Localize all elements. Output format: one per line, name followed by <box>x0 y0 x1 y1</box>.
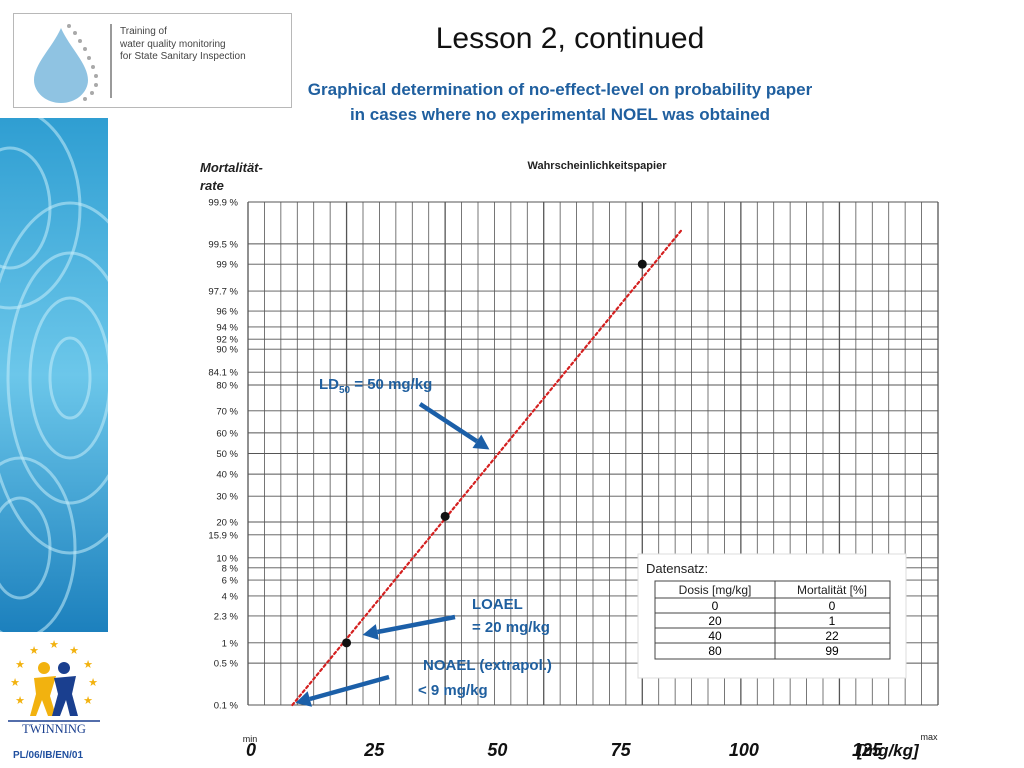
y-tick-label: 8 % <box>222 563 239 574</box>
y-tick-label: 90 % <box>216 345 238 356</box>
annotation-arrows <box>295 402 490 707</box>
logo-box: Training of water quality monitoring for… <box>13 13 292 108</box>
slide-title: Lesson 2, continued <box>435 22 705 55</box>
y-tick-label: 1 % <box>222 638 239 649</box>
loael-label: LOAEL <box>472 596 523 613</box>
svg-text:★: ★ <box>15 694 25 707</box>
logo-line: for State Sanitary Inspection <box>120 51 246 62</box>
y-axis-label-line: Mortalität- <box>200 160 263 175</box>
y-tick-label: 6 % <box>222 576 239 587</box>
y-tick-label: 30 % <box>216 492 238 503</box>
table-cell: 22 <box>825 629 839 643</box>
svg-text:★: ★ <box>83 658 93 671</box>
regression-line <box>291 228 683 707</box>
annotation-arrow <box>418 402 490 450</box>
table-header: Mortalität [%] <box>797 583 867 597</box>
x-axis-unit-label: [mg/kg] <box>856 741 920 760</box>
fit-line-group <box>291 228 683 707</box>
y-tick-label: 99 % <box>216 260 238 271</box>
x-tick-label: min <box>243 734 258 744</box>
y-tick-label: 40 % <box>216 470 238 481</box>
footer-code: PL/06/IB/EN/01 <box>13 750 84 761</box>
subtitle-line: Graphical determination of no-effect-lev… <box>307 80 813 99</box>
subtitle-line: in cases where no experimental NOEL was … <box>349 105 771 124</box>
ld50-annotation: LD50 = 50 mg/kg <box>319 376 432 396</box>
data-point <box>440 511 450 521</box>
svg-text:★: ★ <box>10 676 20 689</box>
y-tick-label: 4 % <box>222 591 239 602</box>
svg-text:★: ★ <box>29 644 39 657</box>
x-tick-label: 25 <box>363 740 385 760</box>
water-ripple-image <box>0 118 108 632</box>
svg-text:★: ★ <box>69 644 79 657</box>
annotation-arrow <box>362 614 456 640</box>
x-tick-label: max <box>920 732 938 742</box>
y-tick-label: 99.5 % <box>208 239 238 250</box>
table-cell: 0 <box>712 599 719 613</box>
svg-text:★: ★ <box>83 694 93 707</box>
ld50-subscript: 50 <box>339 385 351 396</box>
loael-value: = 20 mg/kg <box>472 619 550 636</box>
data-points <box>342 259 647 648</box>
y-tick-label: 92 % <box>216 335 238 346</box>
axis-ticks: 99.9 % 99.5 % 99 % 97.7 % 96 % 94 % 92 %90 % 84… <box>208 198 938 761</box>
svg-text:★: ★ <box>49 638 59 651</box>
logo-divider <box>110 24 112 98</box>
table-cell: 99 <box>825 644 839 658</box>
y-tick-label: 0.5 % <box>214 659 239 670</box>
table-cell: 20 <box>708 614 722 628</box>
slide-subtitle: Graphical determination of no-effect-lev… <box>200 77 920 127</box>
y-tick-label: 80 % <box>216 381 238 392</box>
table-cell: 80 <box>708 644 722 658</box>
water-drop-logo-icon <box>34 24 98 103</box>
y-tick-label: 2.3 % <box>214 611 239 622</box>
ld50-value: = 50 mg/kg <box>350 376 432 393</box>
data-point <box>342 638 352 648</box>
y-tick-label: 50 % <box>216 449 238 460</box>
table-header: Dosis [mg/kg] <box>679 583 752 597</box>
table-cell: 1 <box>829 614 836 628</box>
x-tick-label: 50 <box>487 740 507 760</box>
noael-label: NOAEL (extrapol.) <box>423 657 552 674</box>
logo-text: Training of water quality monitoring for… <box>120 26 246 64</box>
y-tick-label: 20 % <box>216 517 238 528</box>
x-tick-label: 75 <box>611 740 632 760</box>
twinning-emblem-icon: ★ ★ ★ ★ ★ ★ ★ ★ ★ TWINNING <box>8 638 100 736</box>
y-tick-label: 10 % <box>216 553 238 564</box>
logo-line: water quality monitoring <box>120 38 226 50</box>
x-tick-label: 125 <box>852 740 883 760</box>
y-tick-label: 96 % <box>216 307 238 318</box>
y-axis-label-line: rate <box>200 178 224 193</box>
x-tick-label: 100 <box>729 740 759 760</box>
y-tick-label: 99.9 % <box>208 198 238 209</box>
table-cell: 0 <box>829 599 836 613</box>
y-tick-label: 0.1 % <box>214 701 239 712</box>
y-tick-label: 94 % <box>216 322 238 333</box>
chart-title: Wahrscheinlichkeitspapier <box>528 160 668 172</box>
twinning-label: TWINNING <box>22 722 86 736</box>
y-tick-label: 84.1 % <box>208 368 238 379</box>
twinning-logo: ★ ★ ★ ★ ★ ★ ★ ★ ★ TWINNING <box>4 636 104 736</box>
annotation-arrow <box>295 674 390 707</box>
y-tick-label: 15.9 % <box>208 530 238 541</box>
data-point <box>637 259 647 269</box>
y-tick-label: 70 % <box>216 406 238 417</box>
y-tick-label: 60 % <box>216 428 238 439</box>
noael-value: < 9 mg/kg <box>418 682 488 699</box>
table-caption: Datensatz: <box>646 561 708 576</box>
y-tick-label: 97.7 % <box>208 287 238 298</box>
table-cell: 40 <box>708 629 722 643</box>
ld50-label: LD <box>319 376 339 393</box>
logo-line: Training of <box>120 26 167 37</box>
dataset-table: Datensatz: Dosis [mg/kg] Mortalität [%] … <box>637 553 907 679</box>
x-tick-label: 0 <box>246 740 256 760</box>
svg-text:★: ★ <box>15 658 25 671</box>
svg-text:★: ★ <box>88 676 98 689</box>
